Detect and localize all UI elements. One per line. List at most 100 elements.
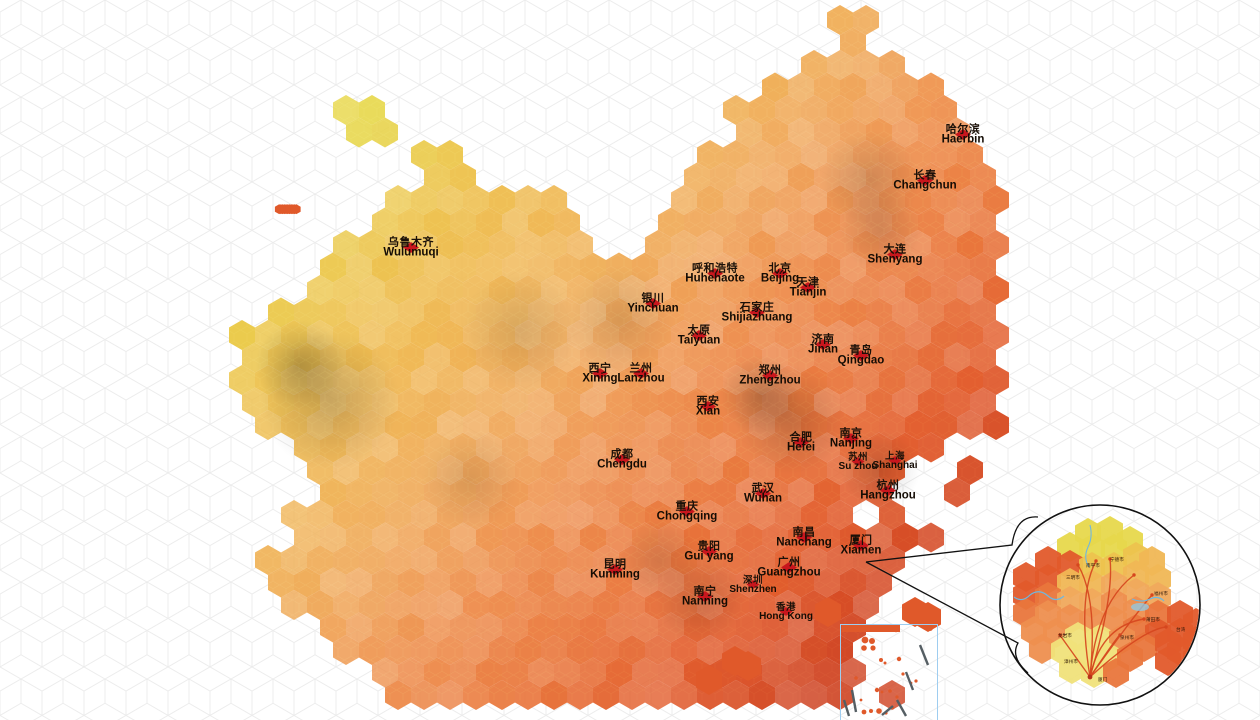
city-name-cn: 南京: [839, 427, 863, 440]
city-label-xian[interactable]: 西安 Xian: [696, 396, 720, 418]
city-label-hong-kong[interactable]: 香港 Hong Kong: [759, 603, 813, 622]
city-name-cn: 大连: [883, 243, 907, 256]
city-label-shenyang[interactable]: 大连 Shenyang: [868, 244, 923, 266]
city-name-pinyin: Hefei: [786, 441, 816, 454]
svg-text:南平市: 南平市: [1086, 562, 1100, 569]
city-marker-icon: [690, 330, 707, 341]
city-label-su-zhou[interactable]: 苏州 Su zhou: [839, 453, 878, 472]
city-name-cn: 贵阳: [697, 540, 721, 553]
city-label-lanzhou[interactable]: 兰州 Lanzhou: [617, 363, 664, 385]
city-label-kunming[interactable]: 昆明 Kunming: [590, 559, 640, 581]
city-label-shenzhen[interactable]: 深圳 Shenzhen: [729, 576, 776, 595]
city-label-shanghai[interactable]: 上海 Shanghai: [872, 452, 917, 471]
city-marker-icon: [697, 591, 713, 602]
svg-text:台湾: 台湾: [1176, 626, 1186, 633]
city-name-cn: 南宁: [693, 585, 717, 598]
city-name-pinyin: Shijiazhuang: [721, 311, 793, 324]
city-name-cn: 昆明: [603, 558, 627, 571]
city-name-pinyin: Guangzhou: [757, 566, 821, 579]
city-marker-icon: [613, 454, 630, 465]
city-marker-icon: [954, 129, 971, 140]
city-label-xining[interactable]: 西宁 Xining: [582, 363, 617, 385]
city-label-zhengzhou[interactable]: 郑州 Zhengzhou: [739, 365, 800, 387]
city-marker-icon: [879, 485, 896, 496]
city-name-pinyin: Beijing: [760, 272, 800, 285]
city-label-hangzhou[interactable]: 杭州 Hangzhou: [860, 480, 916, 502]
city-label-shijiazhuang[interactable]: 石家庄 Shijiazhuang: [722, 302, 793, 324]
city-marker-icon: [746, 580, 760, 589]
svg-text:龙岩市: 龙岩市: [1058, 632, 1072, 639]
city-name-cn: 苏州: [847, 451, 869, 463]
city-label-nanjing[interactable]: 南京 Nanjing: [830, 428, 872, 450]
city-label-guangzhou[interactable]: 广州 Guangzhou: [757, 557, 820, 579]
city-label-chongqing[interactable]: 重庆 Chongqing: [657, 501, 718, 523]
city-label-qingdao[interactable]: 青岛 Qingdao: [838, 345, 885, 367]
city-name-pinyin: Xiamen: [840, 544, 882, 557]
city-marker-icon: [772, 268, 788, 279]
city-label-gui-yang[interactable]: 贵阳 Gui yang: [684, 541, 733, 563]
city-label-haerbin[interactable]: 哈尔滨 Haerbin: [942, 124, 985, 146]
city-name-pinyin: Tianjin: [789, 286, 827, 299]
city-label-tianjin[interactable]: 天津 Tianjin: [790, 277, 827, 299]
city-name-pinyin: Lanzhou: [617, 372, 665, 385]
city-name-cn: 济南: [811, 333, 835, 346]
city-name-pinyin: Hong Kong: [759, 610, 813, 622]
city-name-cn: 郑州: [758, 364, 782, 377]
city-name-cn: 呼和浩特: [691, 262, 738, 275]
city-name-pinyin: Chengdu: [597, 458, 647, 471]
city-name-pinyin: Su zhou: [838, 460, 878, 472]
city-name-pinyin: Nanchang: [776, 536, 832, 549]
city-name-pinyin: Shenyang: [867, 253, 923, 266]
svg-text:厦门: 厦门: [1098, 676, 1108, 683]
city-name-pinyin: Yinchuan: [627, 302, 679, 315]
city-name-cn: 兰州: [629, 362, 653, 375]
city-marker-icon: [633, 368, 649, 379]
city-name-cn: 天津: [796, 276, 820, 289]
city-marker-icon: [403, 242, 419, 253]
city-name-pinyin: Zhengzhou: [739, 374, 801, 387]
city-name-cn: 哈尔滨: [945, 123, 981, 136]
city-name-cn: 太原: [687, 324, 711, 337]
city-name-cn: 香港: [775, 601, 796, 613]
city-label-jinan[interactable]: 济南 Jinan: [808, 334, 838, 356]
city-label-wuhan[interactable]: 武汉 Wuhan: [744, 483, 782, 505]
city-marker-icon: [700, 546, 717, 557]
city-marker-icon: [699, 401, 716, 412]
city-label-huhehaote[interactable]: 呼和浩特 Huhehaote: [685, 263, 744, 285]
city-label-hefei[interactable]: 合肥 Hefei: [787, 432, 815, 454]
city-label-changchun[interactable]: 长春 Changchun: [893, 170, 956, 192]
city-name-cn: 长春: [913, 169, 937, 182]
city-label-beijing[interactable]: 北京 Beijing: [761, 263, 799, 285]
city-name-cn: 武汉: [751, 482, 775, 495]
city-marker-icon: [888, 456, 902, 465]
city-name-cn: 青岛: [849, 344, 873, 357]
city-label-taiyuan[interactable]: 太原 Taiyuan: [678, 325, 721, 347]
city-label-xiamen[interactable]: 厦门 Xiamen: [841, 535, 882, 557]
city-marker-icon: [842, 433, 859, 444]
city-marker-icon: [748, 307, 765, 318]
city-name-pinyin: Jinan: [807, 343, 839, 356]
city-name-pinyin: Gui yang: [684, 550, 734, 563]
svg-text:福州市: 福州市: [1154, 590, 1168, 597]
city-name-pinyin: Xining: [582, 372, 618, 385]
svg-text:泉州市: 泉州市: [1120, 634, 1134, 641]
svg-text:漳州市: 漳州市: [1064, 658, 1078, 665]
city-name-pinyin: Hangzhou: [860, 489, 916, 502]
city-name-pinyin: Nanning: [682, 595, 728, 608]
city-name-cn: 重庆: [675, 500, 699, 513]
city-label-yinchuan[interactable]: 银川 Yinchuan: [627, 293, 678, 315]
city-label-wulumuqi[interactable]: 乌鲁木齐 Wulumuqi: [383, 237, 438, 259]
city-marker-icon: [781, 562, 797, 573]
city-label-nanchang[interactable]: 南昌 Nanchang: [776, 527, 832, 549]
city-label-chengdu[interactable]: 成都 Chengdu: [597, 449, 647, 471]
city-marker-icon: [796, 532, 812, 543]
city-label-nanning[interactable]: 南宁 Nanning: [682, 586, 728, 608]
city-name-pinyin: Wulumuqi: [383, 246, 439, 259]
city-marker-icon: [606, 564, 623, 575]
city-name-pinyin: Taiyuan: [677, 334, 721, 347]
